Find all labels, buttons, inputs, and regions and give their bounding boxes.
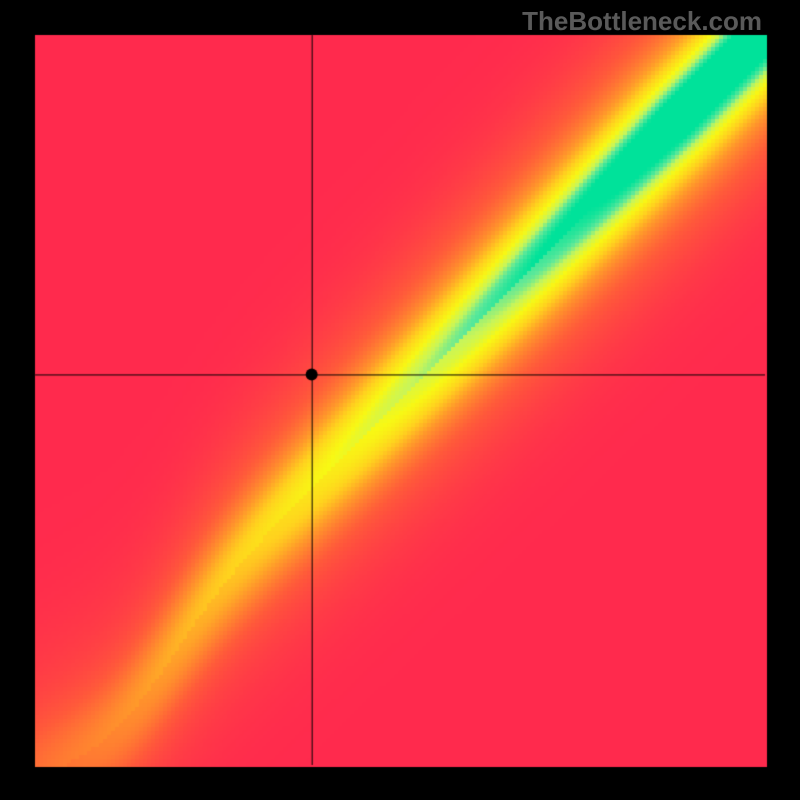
watermark-text: TheBottleneck.com	[522, 6, 762, 37]
crosshair-overlay	[0, 0, 800, 800]
